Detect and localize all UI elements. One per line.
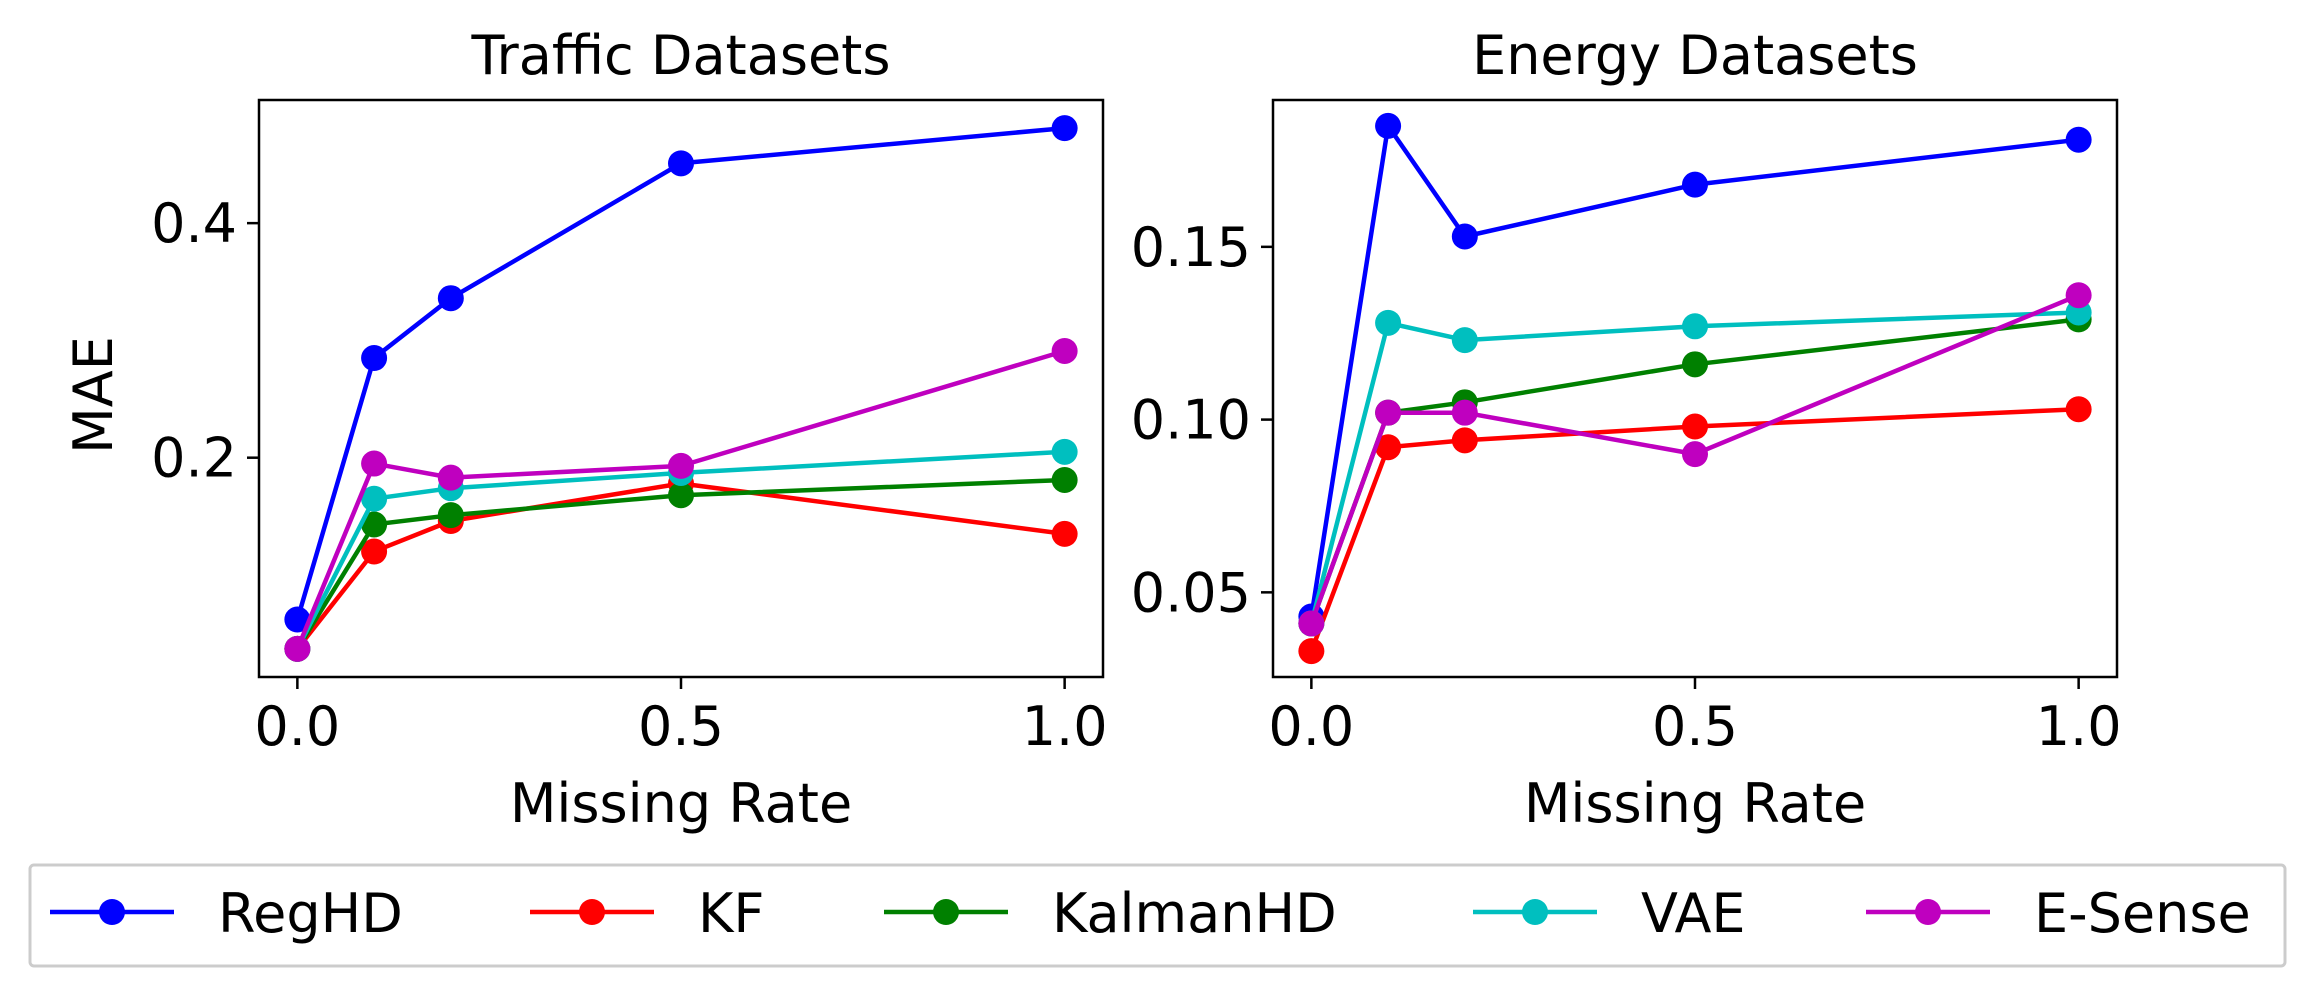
chart-title: Traffic Datasets xyxy=(470,24,890,87)
y-tick-label: 0.05 xyxy=(1131,561,1251,624)
legend-label: KalmanHD xyxy=(1052,882,1337,945)
data-point xyxy=(1051,115,1078,142)
legend-item: KF xyxy=(530,882,764,945)
data-point xyxy=(361,511,388,538)
data-point xyxy=(1682,171,1708,198)
y-tick-label: 0.10 xyxy=(1131,389,1251,452)
legend-label: VAE xyxy=(1641,882,1746,945)
data-point xyxy=(1051,337,1078,364)
data-point xyxy=(1051,466,1078,493)
legend-marker xyxy=(933,899,959,925)
legend-item: KalmanHD xyxy=(884,882,1337,945)
legend-item: VAE xyxy=(1473,882,1746,945)
x-tick-label: 0.0 xyxy=(254,695,340,758)
data-point xyxy=(1375,112,1402,139)
chart-title: Energy Datasets xyxy=(1472,24,1918,87)
traffic-chart: Traffic Datasets Missing Rate MAE 0.0 0.5… xyxy=(62,24,1108,835)
data-point xyxy=(437,285,464,312)
data-point xyxy=(361,345,388,372)
x-tick-label: 0.0 xyxy=(1268,695,1354,758)
y-tick-label: 0.4 xyxy=(151,192,237,255)
data-point xyxy=(1451,427,1478,454)
y-tick-label: 0.2 xyxy=(151,427,237,490)
data-point xyxy=(1682,441,1708,468)
data-point xyxy=(1051,438,1078,465)
data-point xyxy=(1375,309,1402,336)
data-point xyxy=(1298,638,1325,665)
data-point xyxy=(1451,399,1478,426)
plot-area: 0.0 0.5 1.0 0.2 0.4 xyxy=(151,98,1108,758)
x-tick-label: 0.5 xyxy=(638,695,724,758)
x-axis-label: Missing Rate xyxy=(1524,772,1866,835)
legend-item: RegHD xyxy=(50,882,403,945)
data-point xyxy=(361,450,388,477)
data-point xyxy=(437,502,464,529)
data-point xyxy=(2065,396,2092,423)
data-point xyxy=(1375,434,1402,461)
x-tick-label: 0.5 xyxy=(1652,695,1738,758)
legend-marker xyxy=(579,899,605,925)
data-point xyxy=(668,452,694,479)
legend-label: KF xyxy=(698,882,764,945)
legend-marker xyxy=(1915,899,1941,925)
y-axis-label: MAE xyxy=(62,336,125,454)
data-point xyxy=(1682,413,1708,440)
data-point xyxy=(1682,351,1708,378)
series-e-sense xyxy=(284,337,1078,662)
data-point xyxy=(2065,282,2092,309)
data-point xyxy=(437,464,464,491)
data-point xyxy=(1682,313,1708,340)
series-kf xyxy=(1298,396,2092,665)
series-e-sense xyxy=(1298,282,2092,637)
data-point xyxy=(284,606,311,633)
legend-item: E-Sense xyxy=(1866,882,2251,945)
x-tick-label: 1.0 xyxy=(1022,695,1108,758)
x-tick-label: 1.0 xyxy=(2036,695,2122,758)
legend: RegHD KF KalmanHD VAE E-Sense xyxy=(28,863,2287,968)
data-point xyxy=(1375,399,1402,426)
data-point xyxy=(668,482,694,509)
data-point xyxy=(2065,126,2092,153)
y-tick-label: 0.15 xyxy=(1131,216,1251,279)
data-point xyxy=(284,635,311,662)
plot-area: 0.0 0.5 1.0 0.05 0.10 0.15 xyxy=(1131,98,2122,758)
data-point xyxy=(361,538,388,565)
legend-marker xyxy=(99,899,125,925)
legend-frame xyxy=(28,863,2287,968)
x-axis-label: Missing Rate xyxy=(510,772,852,835)
data-point xyxy=(1451,223,1478,250)
legend-label: RegHD xyxy=(218,882,403,945)
series-reghd xyxy=(284,115,1078,633)
legend-label: E-Sense xyxy=(2034,882,2251,945)
data-point xyxy=(668,150,694,177)
legend-marker xyxy=(1522,899,1548,925)
energy-chart: Energy Datasets Missing Rate 0.0 0.5 1.00.… xyxy=(1131,24,2122,835)
data-point xyxy=(361,485,388,512)
data-point xyxy=(1051,520,1078,547)
data-point xyxy=(1451,327,1478,354)
data-point xyxy=(1298,610,1325,637)
